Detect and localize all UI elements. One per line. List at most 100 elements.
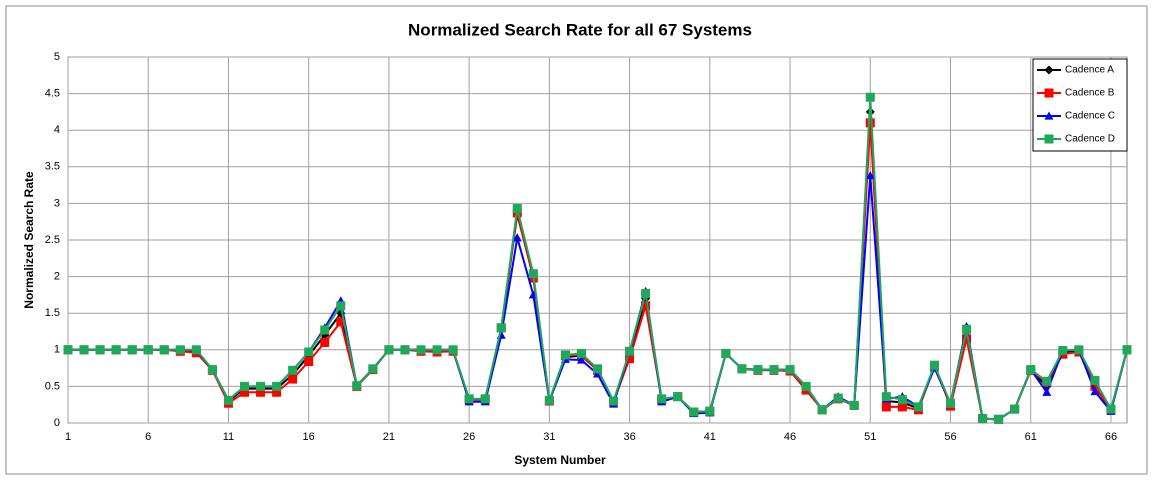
- marker: [223, 395, 233, 405]
- marker: [785, 365, 795, 375]
- marker: [753, 365, 763, 375]
- marker: [769, 365, 779, 375]
- y-tick-label: 0.5: [45, 380, 60, 392]
- marker: [897, 395, 907, 405]
- marker: [1042, 376, 1052, 386]
- marker: [336, 301, 346, 311]
- marker: [881, 402, 891, 412]
- marker: [288, 365, 298, 375]
- x-tick-label: 6: [145, 431, 151, 443]
- marker: [593, 364, 602, 374]
- marker: [1074, 345, 1084, 355]
- y-tick-label: 4: [54, 124, 60, 136]
- y-tick-label: 1.5: [45, 307, 60, 319]
- y-axis-label: Normalized Search Rate: [22, 171, 36, 309]
- legend-marker: [1044, 65, 1054, 75]
- marker: [512, 233, 522, 242]
- y-tick-label: 2: [54, 271, 60, 283]
- y-tick-label: 2.5: [45, 234, 60, 246]
- y-tick-label: 4.5: [45, 88, 60, 100]
- marker: [159, 345, 169, 355]
- marker: [207, 365, 217, 375]
- marker: [978, 414, 988, 424]
- marker: [127, 345, 137, 355]
- marker: [512, 204, 522, 214]
- marker: [849, 400, 859, 410]
- x-tick-label: 61: [1025, 431, 1037, 443]
- x-tick-label: 66: [1105, 431, 1117, 443]
- marker: [721, 348, 731, 358]
- y-tick-label: 1: [54, 344, 60, 356]
- marker: [95, 345, 105, 355]
- marker: [272, 381, 282, 391]
- x-tick-label: 56: [944, 431, 956, 443]
- legend-label: Cadence B: [1065, 88, 1115, 99]
- marker: [1042, 387, 1052, 396]
- x-tick-label: 21: [383, 431, 395, 443]
- marker: [576, 348, 586, 358]
- marker: [191, 345, 201, 355]
- marker: [528, 269, 538, 279]
- marker: [576, 355, 586, 364]
- marker: [1010, 404, 1020, 414]
- legend-marker: [1044, 111, 1054, 120]
- y-tick-label: 3: [54, 197, 60, 209]
- marker: [256, 381, 266, 391]
- marker: [400, 345, 410, 355]
- marker: [480, 394, 490, 404]
- marker: [737, 364, 747, 374]
- marker: [865, 118, 875, 128]
- marker: [175, 345, 185, 355]
- marker: [560, 350, 570, 360]
- marker: [1122, 345, 1132, 355]
- marker: [657, 394, 667, 404]
- marker: [304, 357, 314, 367]
- marker: [432, 345, 442, 355]
- marker: [946, 398, 955, 408]
- y-tick-label: 5: [54, 51, 60, 63]
- marker: [962, 324, 972, 334]
- x-axis-label: System Number: [514, 453, 606, 467]
- marker: [304, 347, 314, 357]
- marker: [641, 288, 651, 298]
- marker: [865, 92, 875, 102]
- marker: [352, 381, 362, 391]
- marker: [143, 345, 153, 355]
- marker: [625, 346, 635, 356]
- chart-title: Normalized Search Rate for all 67 System…: [408, 20, 752, 39]
- marker: [817, 405, 827, 415]
- y-tick-label: 0: [54, 417, 60, 429]
- x-tick-label: 31: [543, 431, 555, 443]
- marker: [1090, 376, 1100, 386]
- x-tick-label: 11: [223, 431, 234, 443]
- x-tick-label: 46: [784, 431, 796, 443]
- marker: [801, 381, 811, 391]
- marker: [384, 345, 394, 355]
- x-tick-label: 51: [864, 431, 876, 443]
- marker: [897, 402, 907, 412]
- x-tick-label: 26: [463, 431, 475, 443]
- marker: [496, 323, 506, 333]
- marker: [368, 364, 378, 374]
- marker: [320, 337, 330, 347]
- marker: [416, 345, 426, 355]
- marker: [544, 395, 554, 405]
- marker: [833, 393, 843, 403]
- marker: [79, 345, 89, 355]
- marker: [689, 407, 699, 417]
- marker: [1106, 404, 1116, 414]
- marker: [111, 345, 121, 355]
- legend-label: Cadence D: [1065, 134, 1115, 145]
- x-tick-label: 16: [303, 431, 315, 443]
- legend-label: Cadence C: [1065, 111, 1115, 122]
- x-tick-label: 36: [623, 431, 635, 443]
- x-tick-label: 1: [65, 431, 71, 443]
- marker: [448, 345, 458, 355]
- marker: [63, 345, 73, 355]
- marker: [881, 392, 891, 402]
- marker: [240, 381, 249, 391]
- legend-marker: [1044, 134, 1054, 144]
- y-tick-label: 3.5: [45, 161, 60, 173]
